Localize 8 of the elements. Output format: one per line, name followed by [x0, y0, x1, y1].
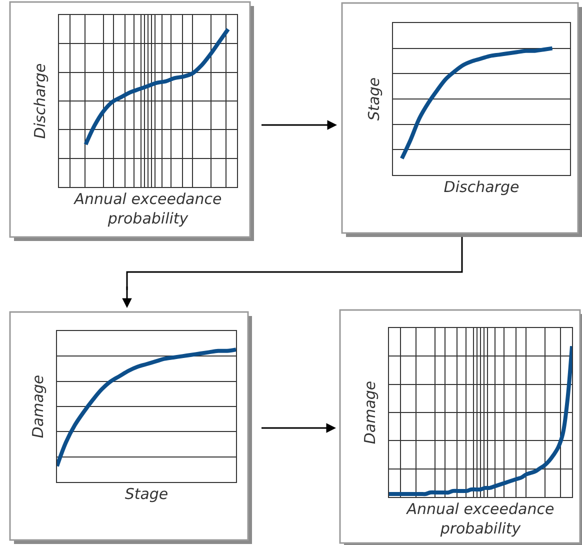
y-axis-title: Discharge — [31, 63, 50, 139]
y-axis-title: Damage — [29, 374, 48, 438]
x-axis-title: Annual exceedance probability — [406, 500, 554, 538]
x-axis-title: Stage — [124, 485, 168, 504]
y-axis-title: Stage — [365, 77, 384, 121]
x-axis-title: Discharge — [444, 178, 520, 196]
x-axis-title: Annual exceedance probability — [73, 190, 222, 228]
y-axis-title: Damage — [361, 380, 380, 444]
